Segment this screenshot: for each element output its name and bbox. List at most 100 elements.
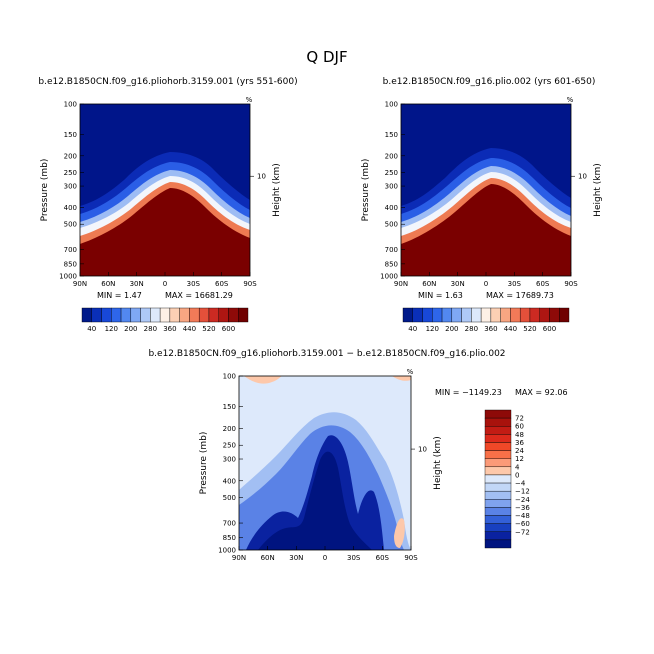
- panel-left-ytick-label: 300: [64, 183, 77, 191]
- panel-diff-colorbar-cell: [484, 409, 512, 419]
- panel-diff-xtick-label: 90S: [404, 554, 418, 562]
- panel-diff-colorbar-label: −72: [515, 528, 530, 536]
- panel-right-ytick-label: 400: [385, 204, 398, 212]
- panel-left-colorbar-cell: [150, 307, 161, 323]
- panel-diff-colorbar-label: 4: [515, 463, 520, 471]
- panel-diff-colorbar-label: 60: [515, 423, 524, 431]
- panel-diff-colorbar-label: −48: [515, 512, 530, 520]
- panel-right-xtick-label: 90S: [564, 280, 578, 288]
- panel-left-xtick-label: 60S: [215, 280, 229, 288]
- panel-diff-ytick-label: 500: [223, 494, 236, 502]
- panel-right-colorbar-label: 520: [523, 325, 536, 333]
- panel-diff-ytick-label: 100: [223, 373, 236, 381]
- panel-left-colorbar-label: 120: [105, 325, 118, 333]
- panel-right-colorbar-cell: [510, 307, 521, 323]
- panel-left-xtick-label: 60N: [101, 280, 115, 288]
- panel-diff-colorbar-label: 48: [515, 431, 524, 439]
- panel-diff-colorbar-cell: [484, 515, 512, 524]
- panel-diff-min: MIN = −1149.23: [435, 388, 502, 397]
- panel-right-colorbar-label: 280: [465, 325, 478, 333]
- panel-diff-ytick-label: 850: [223, 534, 236, 542]
- panel-diff-colorbar-cell: [484, 474, 512, 484]
- panel-left-colorbar-cell: [238, 307, 249, 323]
- panel-diff-ytick-label: 150: [223, 403, 236, 411]
- panel-left-colorbar-cell: [228, 307, 239, 323]
- panel-right-colorbar-cell: [500, 307, 511, 323]
- panel-left-min: MIN = 1.47: [97, 291, 142, 300]
- panel-right-ytick-label: 300: [385, 183, 398, 191]
- panel-diff-colorbar-label: 12: [515, 455, 524, 463]
- panel-right-colorbar-cell: [432, 307, 443, 323]
- panel-left-colorbar-label: 520: [202, 325, 215, 333]
- panel-right-min: MIN = 1.63: [418, 291, 463, 300]
- panel-diff-colorbar-label: 0: [515, 471, 519, 479]
- panel-diff-xtick-label: 60N: [261, 554, 275, 562]
- panel-right-colorbar-label: 200: [445, 325, 458, 333]
- panel-left-colorbar-label: 600: [222, 325, 235, 333]
- panel-right-ytick-label: 1000: [380, 273, 398, 281]
- panel-right-max: MAX = 17689.73: [486, 291, 554, 300]
- panel-diff-colorbar-cell: [484, 523, 512, 532]
- panel-diff-colorbar-label: −60: [515, 520, 530, 528]
- panel-diff-colorbar-label: 36: [515, 439, 524, 447]
- panel-diff-xtick-label: 30N: [289, 554, 303, 562]
- panel-diff-colorbar-label: 72: [515, 415, 524, 423]
- panel-right-colorbar-label: 40: [408, 325, 417, 333]
- panel-left-colorbar-cell: [130, 307, 141, 323]
- panel-left-ytick-label: 150: [64, 131, 77, 139]
- panel-right-colorbar-label: 600: [543, 325, 556, 333]
- panel-diff-colorbar-label: −12: [515, 488, 530, 496]
- panel-right-ytick-label: 150: [385, 131, 398, 139]
- panel-diff-colorbar-label: −36: [515, 504, 530, 512]
- panel-diff-ytick-label: 300: [223, 456, 236, 464]
- panel-diff-ylabel-right: Height (km): [433, 436, 443, 490]
- panel-right-colorbar-label: 360: [484, 325, 497, 333]
- panel-left-xtick-label: 0: [163, 280, 167, 288]
- panel-left-corner-label: %: [246, 96, 253, 104]
- panel-left-xtick-label: 30N: [130, 280, 144, 288]
- panel-diff-warm-spot: [394, 518, 405, 548]
- panel-right-right-tick-label: 10: [578, 173, 587, 181]
- panel-diff-max: MAX = 92.06: [515, 388, 568, 397]
- panel-diff-colorbar-cell: [484, 507, 512, 516]
- panel-right-dome-red: [401, 184, 571, 276]
- panel-left-right-tick-label: 10: [257, 173, 266, 181]
- panel-left-colorbar-cell: [198, 307, 210, 323]
- panel-diff-colorbar-label: −24: [515, 496, 530, 504]
- panel-diff-right-tick-label: 10: [418, 446, 427, 454]
- panel-right-ytick-label: 200: [385, 152, 398, 160]
- panel-diff-colorbar-label: −4: [515, 480, 526, 488]
- panel-right: b.e12.B1850CN.f09_g16.plio.002 (yrs 601-…: [383, 77, 595, 277]
- panel-right-field: [401, 104, 571, 276]
- panel-right-ylabel: Pressure (mb): [361, 159, 371, 222]
- panel-right-xtick-label: 90N: [394, 280, 408, 288]
- panel-left-ylabel-right: Height (km): [272, 163, 282, 217]
- panel-diff-colorbar-cell: [484, 450, 512, 459]
- panel-diff-xtick-label: 60S: [376, 554, 390, 562]
- panel-diff-colorbar-cell: [484, 442, 512, 451]
- panel-left-ylabel: Pressure (mb): [40, 159, 50, 222]
- panel-diff-ytick-label: 1000: [218, 547, 236, 555]
- panel-right-colorbar-cell: [529, 307, 540, 323]
- panel-right-ytick-label: 850: [385, 260, 398, 268]
- panel-diff-top-warm-blob-right: [392, 376, 411, 381]
- panel-left-colorbar-cell: [140, 307, 151, 323]
- panel-left-ytick-label: 500: [64, 221, 77, 229]
- panel-right-corner-label: %: [567, 96, 574, 104]
- panel-diff-neg-deepest: [258, 451, 372, 550]
- panel-diff-colorbar-cell: [484, 499, 512, 508]
- panel-left: b.e12.B1850CN.f09_g16.pliohorb.3159.001 …: [38, 77, 298, 277]
- panel-left-colorbar-cell: [91, 307, 102, 323]
- panel-right-colorbar-label: 440: [504, 325, 517, 333]
- panel-right-colorbar-cell: [451, 307, 462, 323]
- panel-left-xtick-label: 30S: [187, 280, 201, 288]
- panel-left-ytick-label: 100: [64, 101, 77, 109]
- panel-right-colorbar-cell: [471, 307, 482, 323]
- panel-left-colorbar-label: 40: [87, 325, 96, 333]
- panel-diff-colorbar-cell: [484, 466, 512, 476]
- panel-diff-ytick-label: 200: [223, 425, 236, 433]
- panel-left-ytick-label: 850: [64, 260, 77, 268]
- panel-diff-ytick-label: 250: [223, 442, 236, 450]
- panel-left-colorbar-cell: [120, 307, 132, 323]
- panel-diff-field: [239, 376, 411, 550]
